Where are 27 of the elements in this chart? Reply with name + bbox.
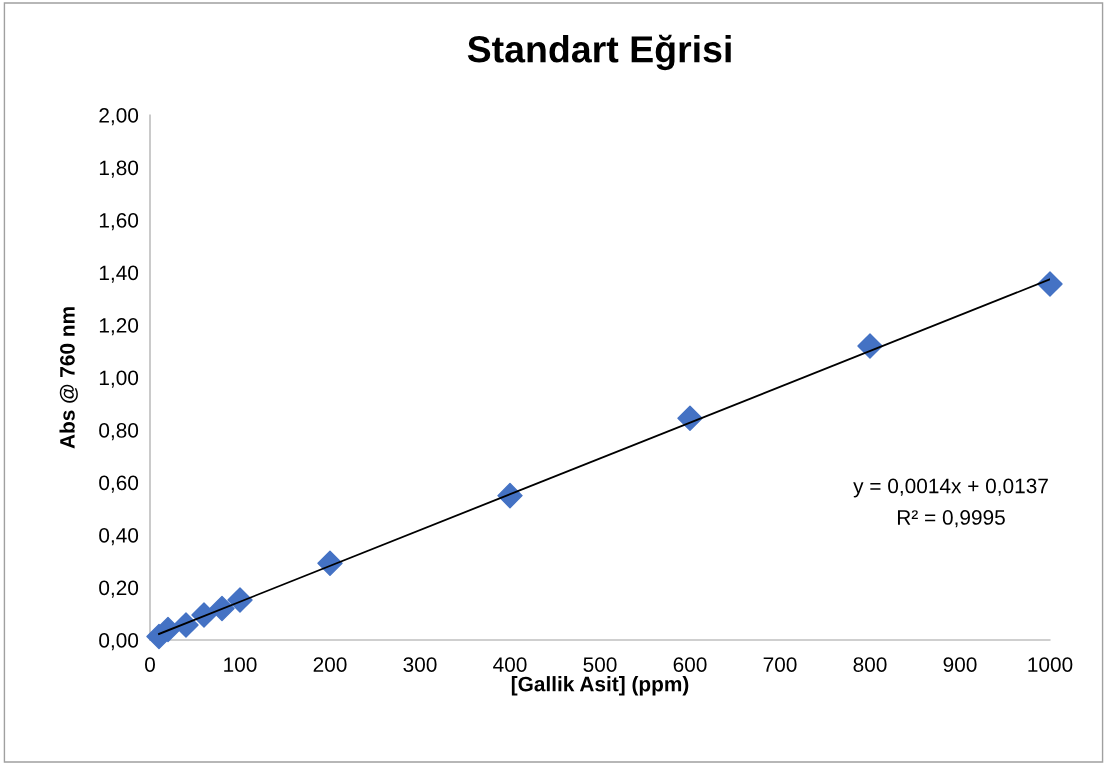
x-tick-label: 400 — [493, 657, 527, 672]
x-tick-label: 100 — [224, 657, 257, 672]
x-tick-label: 200 — [313, 657, 347, 672]
x-tick-label: 700 — [763, 657, 797, 672]
x-tick-label: 0 — [145, 657, 155, 672]
x-tick-label: 800 — [853, 657, 887, 672]
y-tick-label: 0,40 — [99, 528, 139, 546]
y-tick-label: 1,80 — [99, 160, 139, 178]
x-tick-label: 600 — [673, 657, 707, 672]
y-tick-label: 0,20 — [99, 580, 139, 598]
chart-title: Standart Eğrisi — [467, 34, 731, 71]
y-tick-label: 2,00 — [99, 108, 139, 126]
y-tick-label: 1,40 — [99, 265, 139, 283]
point — [1037, 271, 1063, 297]
x-tick-label: 500 — [583, 657, 617, 672]
y-tick-label: 1,00 — [99, 370, 139, 388]
y-tick-label: 0,00 — [99, 633, 139, 651]
annotation: y = 0,0014x + 0,0137 R² = 0,9995 — [853, 478, 1048, 528]
x-tick-label: 1000 — [1028, 657, 1073, 672]
y-tick-label: 0,80 — [99, 423, 139, 441]
y-tick-label: 0,60 — [99, 475, 139, 493]
x-tick-label: 900 — [943, 657, 977, 672]
y-axis-title: Abs @ 760 nm — [59, 307, 78, 449]
x-tick-label: 300 — [403, 657, 437, 672]
y-tick-label: 1,60 — [99, 213, 139, 231]
y-tick-label: 1,20 — [99, 318, 139, 336]
x-axis-title: [Gallik Asit] (ppm) — [511, 676, 689, 696]
